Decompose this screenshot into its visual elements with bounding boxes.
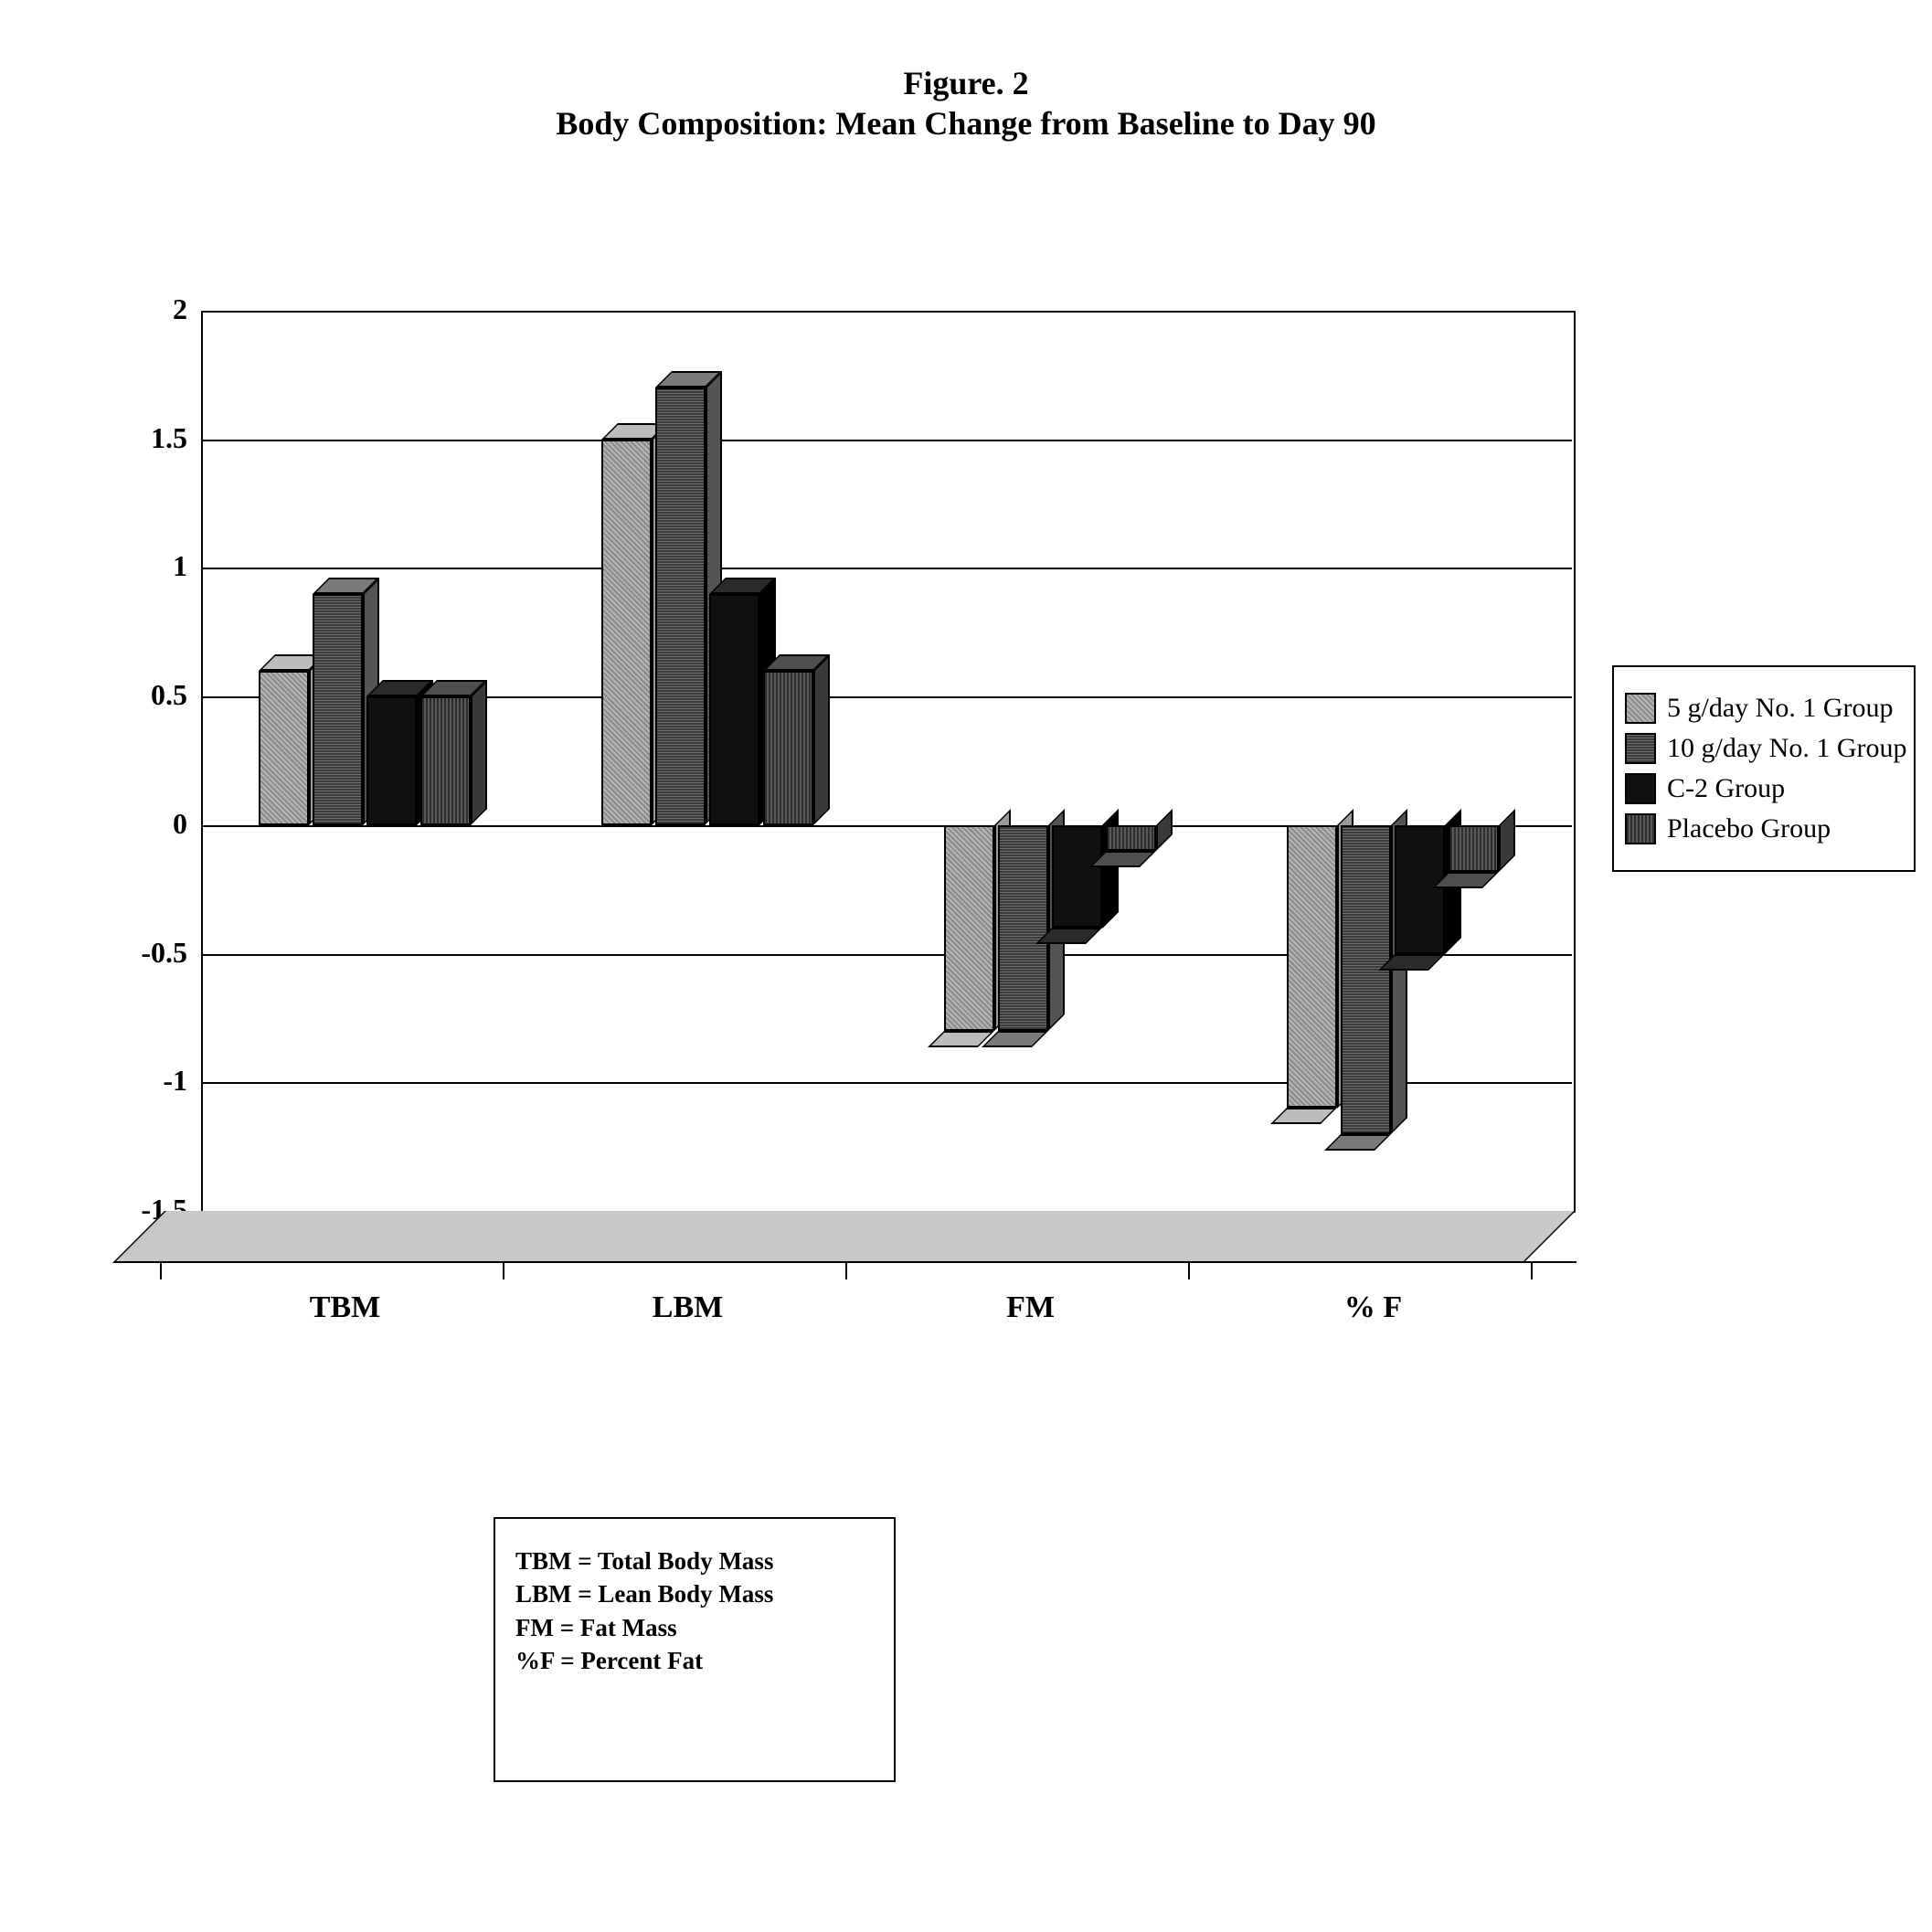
bar <box>601 440 652 825</box>
xlabel: TBM <box>174 1290 516 1325</box>
xtick-mark <box>1188 1261 1190 1279</box>
bar-front <box>1449 825 1499 872</box>
bar <box>1395 825 1445 954</box>
bar-front <box>1287 825 1337 1109</box>
bar <box>709 594 759 825</box>
xtick-mark <box>160 1261 162 1279</box>
bar <box>366 696 417 825</box>
bar-side <box>1499 809 1515 872</box>
figure-title: Body Composition: Mean Change from Basel… <box>0 104 1932 143</box>
bar <box>1106 825 1156 851</box>
abbr-line: %F = Percent Fat <box>515 1644 874 1677</box>
chart: 21.510.50-0.5-1-1.5 TBMLBMFM% F <box>110 311 1590 1316</box>
bar <box>1341 825 1391 1134</box>
abbreviations-box: TBM = Total Body Mass LBM = Lean Body Ma… <box>494 1517 896 1782</box>
bar-side <box>813 654 830 825</box>
bar-front <box>420 696 471 825</box>
xtick-mark <box>503 1261 504 1279</box>
ytick-label: -0.5 <box>110 936 187 970</box>
bar <box>998 825 1048 1031</box>
xlabel: FM <box>859 1290 1202 1325</box>
bar-front <box>709 594 759 825</box>
legend-swatch-icon <box>1625 813 1656 844</box>
xtick-mark <box>1531 1261 1533 1279</box>
bar-front <box>763 671 813 825</box>
bar-top <box>1324 1134 1391 1151</box>
bar-front <box>655 387 706 824</box>
bar <box>313 594 363 825</box>
bar <box>763 671 813 825</box>
xtick-mark <box>845 1261 847 1279</box>
legend-swatch-icon <box>1625 693 1656 724</box>
bar-front <box>601 440 652 825</box>
legend: 5 g/day No. 1 Group 10 g/day No. 1 Group… <box>1612 665 1916 872</box>
bar-front <box>1106 825 1156 851</box>
abbr-line: TBM = Total Body Mass <box>515 1545 874 1577</box>
xlabel: % F <box>1202 1290 1545 1325</box>
legend-item: C-2 Group <box>1625 773 1903 804</box>
legend-label: 5 g/day No. 1 Group <box>1667 693 1893 724</box>
bar <box>655 387 706 824</box>
bar <box>259 671 309 825</box>
bar-front <box>1341 825 1391 1134</box>
bar <box>420 696 471 825</box>
bar-top <box>1270 1108 1337 1124</box>
bar-side <box>1156 809 1173 851</box>
ytick-label: 1 <box>110 549 187 583</box>
page: Figure. 2 Body Composition: Mean Change … <box>0 0 1932 1932</box>
chart-floor-edge <box>155 1261 1576 1263</box>
ytick-label: 0.5 <box>110 678 187 712</box>
abbr-line: LBM = Lean Body Mass <box>515 1577 874 1610</box>
legend-label: C-2 Group <box>1667 773 1785 804</box>
bar <box>944 825 994 1031</box>
bar-front <box>944 825 994 1031</box>
bar-side <box>471 680 487 825</box>
legend-item: Placebo Group <box>1625 813 1903 844</box>
chart-bar-groups <box>201 311 1572 1211</box>
legend-swatch-icon <box>1625 733 1656 764</box>
figure-number: Figure. 2 <box>0 64 1932 102</box>
chart-floor <box>112 1211 1576 1263</box>
bar-front <box>1052 825 1102 929</box>
legend-item: 10 g/day No. 1 Group <box>1625 733 1903 764</box>
legend-item: 5 g/day No. 1 Group <box>1625 693 1903 724</box>
xlabel: LBM <box>516 1290 859 1325</box>
bar <box>1449 825 1499 872</box>
bar-front <box>259 671 309 825</box>
bar-front <box>366 696 417 825</box>
abbr-line: FM = Fat Mass <box>515 1611 874 1644</box>
bar <box>1287 825 1337 1109</box>
ytick-label: 2 <box>110 292 187 326</box>
bar-front <box>313 594 363 825</box>
bar-front <box>998 825 1048 1031</box>
legend-label: 10 g/day No. 1 Group <box>1667 733 1906 764</box>
ytick-label: -1 <box>110 1064 187 1098</box>
legend-label: Placebo Group <box>1667 813 1831 844</box>
bar <box>1052 825 1102 929</box>
ytick-label: 1.5 <box>110 421 187 455</box>
ytick-label: 0 <box>110 807 187 841</box>
bar-front <box>1395 825 1445 954</box>
legend-swatch-icon <box>1625 773 1656 804</box>
